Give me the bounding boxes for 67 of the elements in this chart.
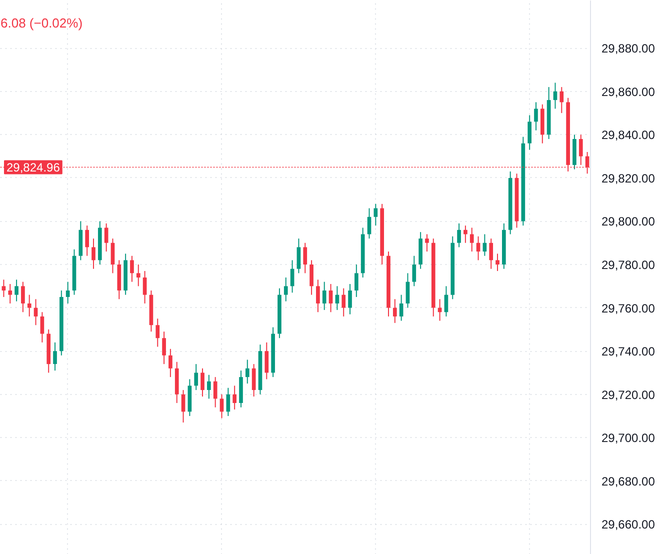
candlestick	[226, 387, 230, 416]
candlestick	[578, 134, 583, 166]
candlestick	[284, 277, 288, 302]
candlestick	[354, 264, 358, 298]
candlestick	[104, 222, 108, 252]
candlestick	[457, 222, 461, 248]
candlestick	[322, 281, 326, 310]
candlestick	[560, 86, 564, 114]
candlestick	[316, 279, 320, 313]
candlestick	[328, 283, 333, 313]
candlestick	[464, 225, 468, 244]
candlestick	[142, 270, 147, 304]
candlestick	[342, 288, 346, 317]
candlestick	[220, 394, 224, 419]
candlestick	[534, 102, 538, 131]
y-tick-label: 29,800.00	[602, 214, 656, 229]
y-tick-label: 29,660.00	[602, 518, 656, 532]
y-tick-label: 29,840.00	[602, 128, 656, 142]
candlestick	[200, 368, 204, 398]
candlestick	[296, 238, 301, 274]
candlestick	[264, 342, 269, 380]
candlestick	[303, 242, 308, 274]
y-tick-label: 29,720.00	[602, 388, 656, 402]
y-tick-label: 29,740.00	[602, 344, 656, 359]
candlestick	[207, 374, 211, 400]
candlestick	[392, 298, 397, 324]
y-tick-label: 29,880.00	[602, 42, 656, 56]
candlestick	[232, 385, 236, 410]
candlestick	[156, 318, 160, 348]
candlestick	[310, 260, 314, 296]
candlestick	[348, 283, 352, 315]
y-tick-label: 29,760.00	[602, 301, 656, 316]
y-tick-label: 29,680.00	[602, 474, 656, 488]
candlestick	[213, 376, 218, 408]
candlestick	[162, 331, 166, 365]
y-tick-label: 29,700.00	[602, 431, 656, 446]
candlestick	[8, 283, 12, 304]
candlestick	[496, 253, 500, 272]
y-tick-label: 29,820.00	[602, 171, 656, 186]
candlestick	[252, 364, 256, 398]
candlestick	[14, 279, 18, 302]
y-tick-label: 29,780.00	[602, 258, 656, 272]
candlestick	[92, 238, 96, 270]
y-tick-label: 29,860.00	[602, 84, 656, 99]
candlestick	[406, 272, 410, 308]
candlestick	[40, 312, 44, 343]
candlestick	[85, 225, 89, 256]
candlestick	[425, 234, 429, 252]
candlestick	[374, 203, 378, 226]
candlestick	[412, 255, 416, 287]
candlestick	[470, 227, 474, 252]
annotation: 6.08 (−0.02%)	[0, 16, 83, 30]
candlestick	[136, 264, 140, 287]
candlestick	[2, 279, 6, 298]
candlestick	[110, 238, 115, 274]
ref-line-label: 29,824.96	[6, 160, 60, 175]
candlestick	[399, 294, 404, 322]
candlestick	[21, 281, 25, 313]
candlestick	[66, 281, 70, 304]
candlestick	[168, 348, 172, 378]
candlestick	[489, 238, 494, 270]
candlestick	[528, 114, 532, 150]
candlestick	[27, 294, 32, 317]
candlestick	[194, 364, 198, 391]
candlestick	[53, 342, 57, 372]
candlestick	[245, 359, 250, 384]
candlestick	[130, 255, 134, 282]
